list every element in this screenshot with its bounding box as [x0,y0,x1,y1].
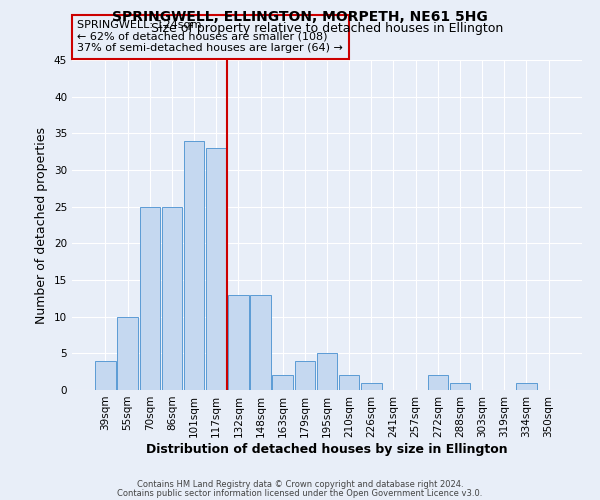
Bar [516,382,536,390]
Bar [118,316,138,390]
Bar [228,294,248,390]
X-axis label: Distribution of detached houses by size in Ellington: Distribution of detached houses by size … [146,442,508,456]
Bar [206,148,226,390]
Text: SPRINGWELL: 124sqm
← 62% of detached houses are smaller (108)
37% of semi-detach: SPRINGWELL: 124sqm ← 62% of detached hou… [77,20,343,54]
Y-axis label: Number of detached properties: Number of detached properties [35,126,49,324]
Bar [361,382,382,390]
Text: Contains public sector information licensed under the Open Government Licence v3: Contains public sector information licen… [118,488,482,498]
Bar [450,382,470,390]
Bar [317,354,337,390]
Text: SPRINGWELL, ELLINGTON, MORPETH, NE61 5HG: SPRINGWELL, ELLINGTON, MORPETH, NE61 5HG [112,10,488,24]
Title: Size of property relative to detached houses in Ellington: Size of property relative to detached ho… [151,22,503,35]
Bar [295,360,315,390]
Bar [339,376,359,390]
Bar [95,360,116,390]
Bar [161,206,182,390]
Bar [140,206,160,390]
Bar [184,140,204,390]
Bar [272,376,293,390]
Text: Contains HM Land Registry data © Crown copyright and database right 2024.: Contains HM Land Registry data © Crown c… [137,480,463,489]
Bar [428,376,448,390]
Bar [250,294,271,390]
